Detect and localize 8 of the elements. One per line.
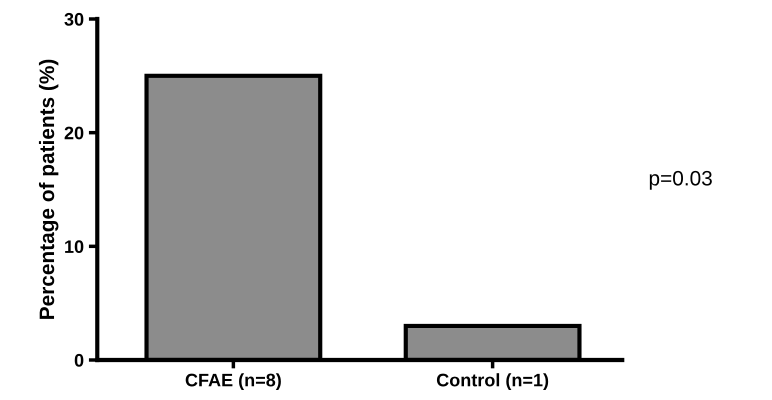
y-tick-label: 10	[65, 240, 84, 254]
y-tick-label: 30	[64, 12, 84, 26]
text: p=0.03	[650, 170, 712, 190]
x-tick-label: Control (n=1)	[436, 373, 548, 390]
y-axis-title: Percentage of patients (%)	[38, 60, 58, 319]
x-tick-label: CFAE (n=8)	[186, 373, 281, 390]
y-tick-label: 0	[74, 354, 84, 367]
y-tick-label: 20	[64, 126, 84, 140]
